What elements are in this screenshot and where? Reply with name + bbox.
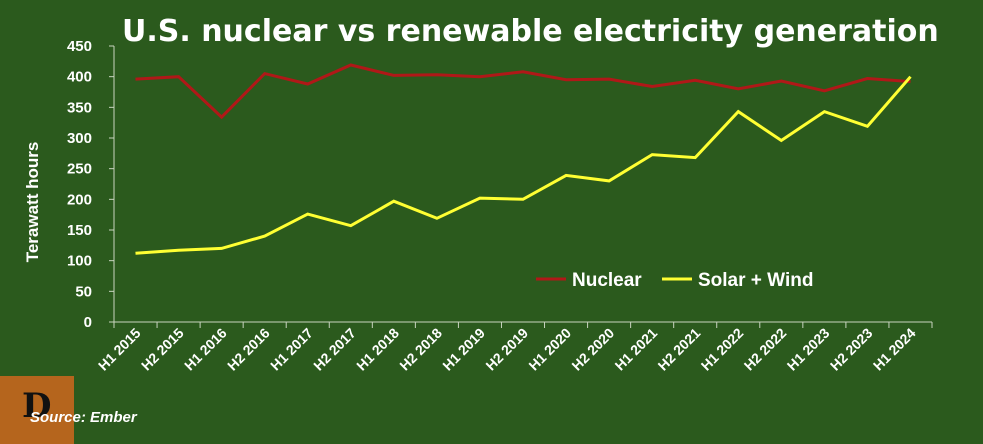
series-line-solar-wind	[135, 75, 912, 255]
x-tick-label: H2 2021	[655, 325, 704, 374]
x-tick-label: H1 2016	[181, 325, 230, 374]
x-tick-label: H1 2015	[95, 325, 144, 374]
x-tick-label: H1 2017	[267, 325, 316, 374]
x-tick-label: H1 2019	[439, 325, 488, 374]
y-tick-label: 350	[67, 99, 92, 116]
x-tick-label: H1 2022	[698, 325, 747, 374]
x-tick-label: H1 2024	[870, 325, 919, 374]
y-tick-label: 100	[67, 253, 92, 270]
logo-letter: D	[22, 386, 52, 426]
legend-label-solar-wind: Solar + Wind	[698, 270, 813, 291]
y-tick-label: 200	[67, 191, 92, 208]
legend-label-nuclear: Nuclear	[572, 270, 642, 291]
x-tick-label: H2 2023	[827, 325, 876, 374]
x-tick-label: H2 2022	[741, 325, 790, 374]
y-tick-label: 300	[67, 130, 92, 147]
chart-title: U.S. nuclear vs renewable electricity ge…	[122, 14, 939, 49]
x-tick-label: H1 2021	[612, 325, 661, 374]
x-tick-label: H2 2020	[568, 325, 617, 374]
source-note: Source: Ember	[30, 409, 137, 426]
x-tick-label: H1 2020	[525, 325, 574, 374]
y-tick-label: 450	[67, 38, 92, 55]
y-tick-label: 400	[67, 69, 92, 86]
y-tick-label: 250	[67, 161, 92, 178]
x-tick-label: H2 2017	[310, 325, 359, 374]
x-tick-label: H1 2023	[784, 325, 833, 374]
x-tick-label: H2 2018	[396, 325, 445, 374]
y-tick-label: 0	[84, 314, 92, 331]
y-axis-title: Terawatt hours	[23, 142, 42, 263]
publisher-logo: D	[0, 376, 74, 444]
x-tick-label: H1 2018	[353, 325, 402, 374]
series-line-nuclear	[135, 63, 911, 120]
x-tick-label: H2 2015	[138, 325, 187, 374]
x-tick-label: H2 2019	[482, 325, 531, 374]
y-tick-label: 50	[75, 283, 92, 300]
x-tick-label: H2 2016	[224, 325, 273, 374]
y-tick-label: 150	[67, 222, 92, 239]
